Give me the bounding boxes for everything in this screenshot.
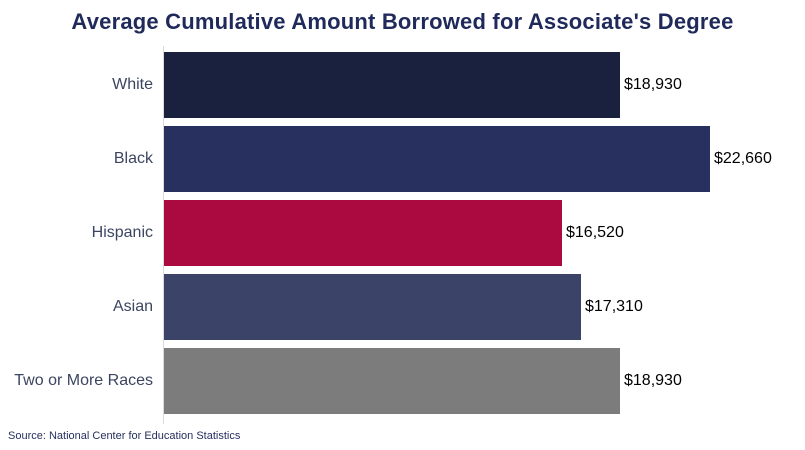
bar [164,348,620,414]
bar-row: Black $22,660 [0,122,805,196]
bar [164,52,620,118]
y-axis-line [163,46,164,424]
category-label: Two or More Races [14,372,153,389]
bar-row: Asian $17,310 [0,270,805,344]
category-label: Hispanic [91,224,153,241]
source-note: Source: National Center for Education St… [8,430,241,442]
category-label: Black [113,150,153,167]
value-label: $18,930 [624,372,682,389]
value-label: $22,660 [714,150,772,167]
category-label: White [112,76,153,93]
value-label: $17,310 [585,298,643,315]
value-label: $16,520 [566,224,624,241]
chart-title: Average Cumulative Amount Borrowed for A… [71,9,734,34]
bar [164,274,581,340]
category-label: Asian [112,298,153,315]
plot-area: White $18,930 Black $22,660 Hispanic $16,520 A… [0,48,805,418]
bar-row: White $18,930 [0,48,805,122]
bar-row: Hispanic $16,520 [0,196,805,270]
value-label: $18,930 [624,76,682,93]
bar [164,126,710,192]
bar [164,200,562,266]
bar-row: Two or More Races $18,930 [0,344,805,418]
